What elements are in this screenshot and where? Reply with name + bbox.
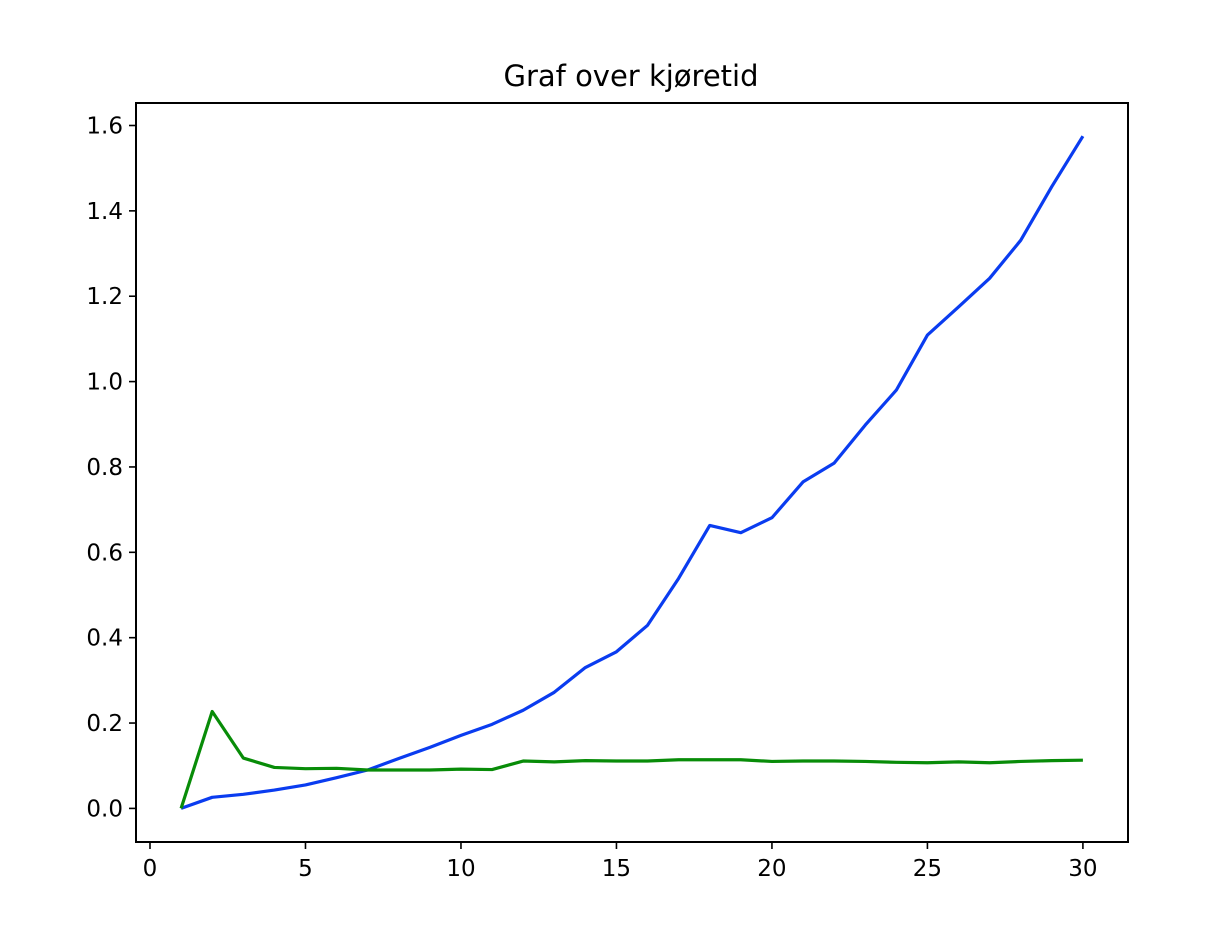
y-tick-label: 1.4 xyxy=(86,199,123,225)
x-tick-label: 20 xyxy=(757,856,786,882)
series-line-2 xyxy=(179,709,1083,809)
x-tick-label: 10 xyxy=(446,856,475,882)
x-tick-label: 25 xyxy=(913,856,942,882)
y-tick-label: 0.6 xyxy=(86,540,123,566)
x-tick-label: 30 xyxy=(1068,856,1097,882)
y-tick-label: 0.2 xyxy=(86,711,123,737)
y-axis-ticks: 0.0 0.2 0.4 0.6 0.8 1.0 1.2 1.4 1.6 xyxy=(86,113,136,822)
y-tick-label: 1.2 xyxy=(86,284,123,310)
y-tick-label: 1.0 xyxy=(86,370,123,396)
y-tick-label: 0.8 xyxy=(86,455,123,481)
y-tick-label: 1.6 xyxy=(86,113,123,139)
series-lines xyxy=(179,135,1085,810)
y-tick-label: 0.4 xyxy=(86,626,123,652)
y-tick-label: 0.0 xyxy=(86,796,123,822)
x-tick-label: 5 xyxy=(298,856,313,882)
x-axis-ticks: 0 5 10 15 20 25 30 xyxy=(143,842,1098,882)
x-tick-label: 15 xyxy=(602,856,631,882)
x-tick-label: 0 xyxy=(143,856,158,882)
plot-area-frame xyxy=(135,102,1129,843)
series-line-1 xyxy=(180,135,1085,810)
chart-title: Graf over kjøretid xyxy=(503,59,758,93)
